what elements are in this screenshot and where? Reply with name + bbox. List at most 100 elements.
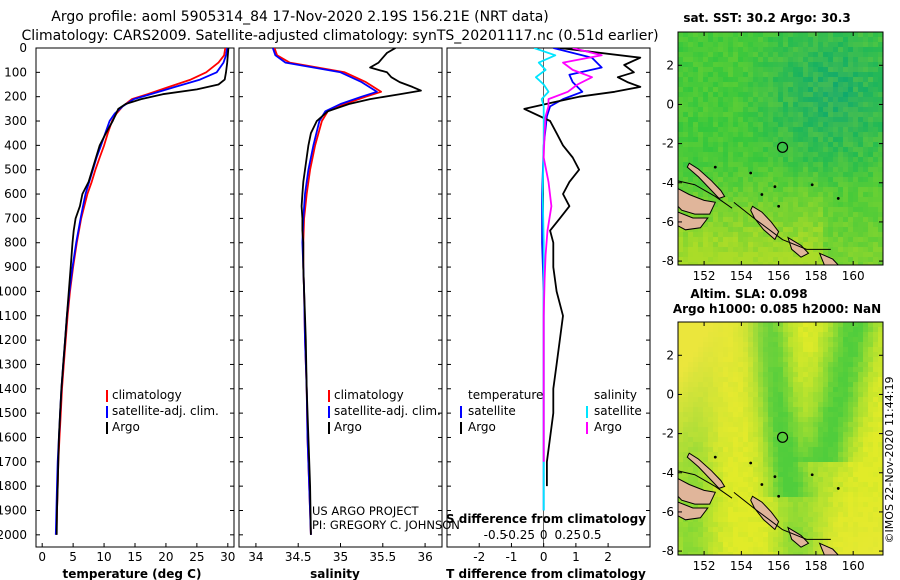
map-cell [868,112,874,118]
map-cell [723,122,729,128]
map-cell [703,437,709,443]
map-cell [688,67,694,73]
map-cell [773,162,779,168]
map-cell [848,392,854,398]
map-cell [698,262,704,265]
map-cell [683,397,689,403]
map-cell [678,397,684,403]
map-cell [753,107,759,113]
map-cell [828,472,834,478]
map-cell [833,42,839,48]
map-cell [788,217,794,223]
map-cell [773,392,779,398]
map-cell [818,527,824,533]
map-cell [773,477,779,483]
map-cell [718,532,724,538]
map-cell [683,357,689,363]
map-cell [733,212,739,218]
map-cell [878,397,883,403]
map-cell [788,537,794,543]
map-cell [778,532,784,538]
map-cell [728,247,734,253]
map-cell [718,357,724,363]
map-cell [853,347,859,353]
map-cell [853,217,859,223]
map-cell [873,547,879,553]
map-cell [803,82,809,88]
map-cell [878,142,883,148]
map-cell [788,462,794,468]
island-dot [773,185,777,189]
map-cell [728,42,734,48]
map-cell [878,357,883,363]
map-cell [718,377,724,383]
map-cell [753,52,759,58]
map-cell [838,42,844,48]
map-cell [763,137,769,143]
map-cell [698,522,704,528]
map-cell [723,87,729,93]
map-cell [873,392,879,398]
map-cell [833,327,839,333]
map-cell [878,442,883,448]
map-cell [813,442,819,448]
map-cell [798,227,804,233]
map-cell [763,482,769,488]
map-cell [708,407,714,413]
map-cell [838,202,844,208]
map-cell [768,392,774,398]
map-cell [858,227,864,233]
map-cell [683,117,689,123]
map-cell [758,492,764,498]
map-cell [833,402,839,408]
map-cell [868,517,874,523]
map-cell [713,442,719,448]
map-cell [743,347,749,353]
map-cell [748,522,754,528]
map-cell [863,457,869,463]
map-cell [853,82,859,88]
map-cell [808,147,814,153]
map-cell [753,227,759,233]
map-cell [723,437,729,443]
map-cell [723,62,729,68]
map-cell [853,222,859,228]
map-cell [863,92,869,98]
map-cell [783,197,789,203]
map-cell [838,67,844,73]
map-cell [868,432,874,438]
series-argo [55,48,230,535]
map-cell [863,197,869,203]
map-cell [838,37,844,43]
x-tick-label: 35 [333,550,348,564]
map-cell [798,412,804,418]
map-cell [838,117,844,123]
map-cell [793,382,799,388]
map-cell [843,362,849,368]
map-cell [763,202,769,208]
map-cell [748,212,754,218]
map-cell [708,137,714,143]
map-cell [743,262,749,265]
map-cell [783,522,789,528]
map-cell [878,352,883,358]
map-cell [753,427,759,433]
map-cell [853,457,859,463]
map-cell [778,372,784,378]
map-cell [743,352,749,358]
map-cell [713,392,719,398]
map-cell [863,487,869,493]
map-cell [753,422,759,428]
map-cell [783,97,789,103]
map-cell [723,52,729,58]
map-cell [878,237,883,243]
map-cell [783,397,789,403]
map-cell [833,197,839,203]
map-cell [698,397,704,403]
map-cell [828,237,834,243]
map-cell [748,337,754,343]
map-cell [793,492,799,498]
map-cell [693,92,699,98]
map-cell [698,252,704,258]
map-cell [733,512,739,518]
